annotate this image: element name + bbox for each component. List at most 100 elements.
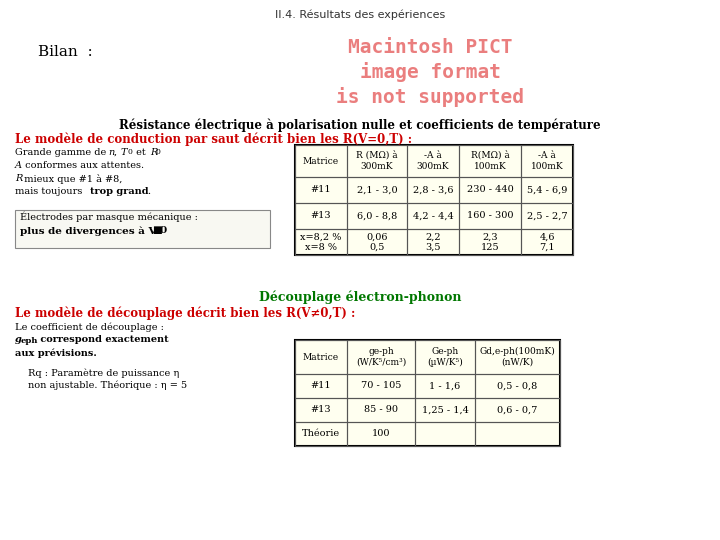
Bar [295,398,347,422]
Text: #11: #11 [311,381,331,390]
Text: 85 - 90: 85 - 90 [364,406,398,415]
Text: 0,5 - 0,8: 0,5 - 0,8 [498,381,538,390]
Bar [415,398,475,422]
Bar [295,340,560,446]
Bar [459,203,521,229]
Text: T: T [121,148,127,157]
Text: 0: 0 [127,148,132,156]
Text: Découplage électron-phonon: Découplage électron-phonon [258,290,462,303]
Text: Le modèle de conduction par saut décrit bien les R(V=0,T) :: Le modèle de conduction par saut décrit … [15,133,412,146]
Bar [407,145,459,177]
Bar [415,340,475,374]
Text: 4,6
7,1: 4,6 7,1 [539,232,555,252]
Text: aux prévisions.: aux prévisions. [15,348,96,357]
Text: Électrodes par masque mécanique :: Électrodes par masque mécanique : [20,212,198,222]
Bar [347,422,415,446]
Text: 5,4 - 6,9: 5,4 - 6,9 [527,186,567,194]
Bar [347,374,415,398]
Text: correspond exactement: correspond exactement [37,335,168,344]
Text: n: n [108,148,114,157]
Bar [459,229,521,255]
Text: et: et [133,148,149,157]
Text: Le modèle de découplage décrit bien les R(V≠0,T) :: Le modèle de découplage décrit bien les … [15,307,356,321]
Text: 70 - 105: 70 - 105 [361,381,401,390]
Text: g: g [15,335,22,344]
Bar [521,229,573,255]
Bar [295,203,347,229]
Bar [295,145,573,255]
Bar [295,145,573,255]
Bar [295,145,347,177]
Bar [347,203,407,229]
Bar [521,177,573,203]
Bar [415,422,475,446]
Bar [521,145,573,177]
Text: R: R [15,174,22,183]
Text: 0: 0 [160,226,167,235]
Bar [295,229,347,255]
Text: -A à
100mK: -A à 100mK [531,151,563,171]
Bar [347,340,415,374]
Bar [459,177,521,203]
Text: 2,1 - 3,0: 2,1 - 3,0 [356,186,397,194]
Text: Rq : Paramètre de puissance η: Rq : Paramètre de puissance η [28,368,179,377]
Text: Résistance électrique à polarisation nulle et coefficients de température: Résistance électrique à polarisation nul… [120,118,600,132]
Text: R (MΩ) à
300mK: R (MΩ) à 300mK [356,151,398,171]
Text: 100: 100 [372,429,390,438]
Text: -A à
300mK: -A à 300mK [417,151,449,171]
Text: mais toujours: mais toujours [15,187,86,196]
Bar [407,229,459,255]
Text: 230 - 440: 230 - 440 [467,186,513,194]
Bar [295,422,347,446]
Text: Gd,e-ph(100mK)
(nW/K): Gd,e-ph(100mK) (nW/K) [480,347,555,367]
Text: ,: , [114,148,120,157]
Bar [407,203,459,229]
Text: non ajustable. Théorique : η = 5: non ajustable. Théorique : η = 5 [28,381,187,390]
Text: 0,06
0,5: 0,06 0,5 [366,232,388,252]
Text: ge-ph
(W/K⁵/cm³): ge-ph (W/K⁵/cm³) [356,347,406,367]
Bar [295,177,347,203]
Bar [459,145,521,177]
Text: x=8,2 %
x=8 %: x=8,2 % x=8 % [300,232,342,252]
Text: mieux que #1 à #8,: mieux que #1 à #8, [21,174,122,184]
Bar [15,210,270,248]
Bar [475,398,560,422]
Bar [347,398,415,422]
Text: II.4. Résultats des expériences: II.4. Résultats des expériences [275,10,445,21]
Text: plus de divergences à V: plus de divergences à V [20,226,156,235]
Text: eph: eph [21,337,38,345]
Text: #11: #11 [311,186,331,194]
Text: ■: ■ [152,226,162,235]
Text: 160 - 300: 160 - 300 [467,212,513,220]
Text: Macintosh PICT
image format
is not supported: Macintosh PICT image format is not suppo… [336,38,524,106]
Text: 2,2
3,5: 2,2 3,5 [426,232,441,252]
Bar [295,340,347,374]
Text: 2,5 - 2,7: 2,5 - 2,7 [527,212,567,220]
Bar [407,177,459,203]
Text: #13: #13 [311,406,331,415]
Text: 0,6 - 0,7: 0,6 - 0,7 [498,406,538,415]
Text: R: R [150,148,158,157]
Text: Matrice: Matrice [303,157,339,165]
Text: 6,0 - 8,8: 6,0 - 8,8 [357,212,397,220]
Bar [415,374,475,398]
Text: Ge-ph
(µW/K⁵): Ge-ph (µW/K⁵) [427,347,463,367]
Text: .: . [147,187,150,196]
Text: Grande gamme de: Grande gamme de [15,148,109,157]
Text: Matrice: Matrice [303,353,339,361]
Text: conformes aux attentes.: conformes aux attentes. [22,161,144,170]
Text: Bilan  :: Bilan : [38,45,93,59]
Text: 2,3
125: 2,3 125 [481,232,499,252]
Bar [295,340,560,446]
Bar [475,340,560,374]
Text: A: A [15,161,22,170]
Bar [475,422,560,446]
Text: 4,2 - 4,4: 4,2 - 4,4 [413,212,454,220]
Bar [521,203,573,229]
Text: 1 - 1,6: 1 - 1,6 [429,381,461,390]
Text: Le coefficient de découplage :: Le coefficient de découplage : [15,322,164,332]
Text: 2,8 - 3,6: 2,8 - 3,6 [413,186,454,194]
Bar [295,374,347,398]
Bar [347,229,407,255]
Text: trop grand: trop grand [90,187,148,196]
